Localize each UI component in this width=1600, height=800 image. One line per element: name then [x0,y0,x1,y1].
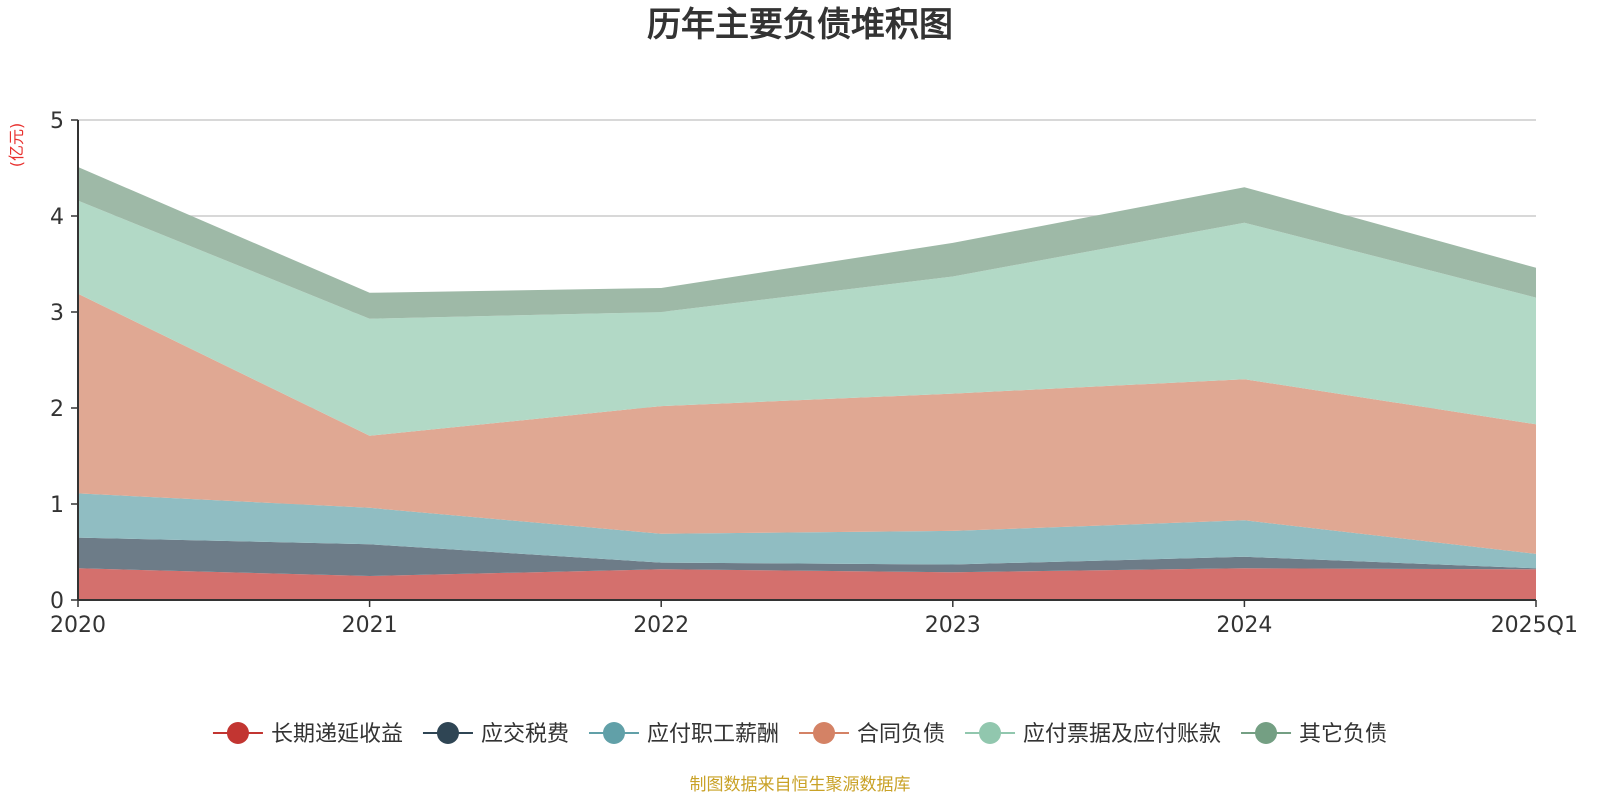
y-tick-label: 4 [50,205,64,230]
legend-label: 应付票据及应付账款 [1023,722,1221,747]
legend-item-3[interactable]: 合同负债 [799,722,945,747]
legend-item-4[interactable]: 应付票据及应付账款 [965,722,1221,747]
x-tick-label: 2024 [1216,613,1272,638]
legend-circle-icon [226,722,249,744]
x-tick-label: 2023 [925,613,981,638]
legend-item-0[interactable]: 长期递延收益 [212,722,403,747]
y-tick-label: 5 [50,109,64,134]
x-tick-label: 2025Q1 [1491,613,1578,638]
legend-label: 应交税费 [481,722,569,747]
legend-circle-icon [436,722,459,744]
legend-circle-icon [813,722,835,744]
y-tick-label: 1 [50,493,64,518]
area-series-4 [78,200,1536,436]
area-series-layer [78,167,1536,600]
area-series-2 [78,493,1536,569]
area-series-5 [78,167,1536,319]
y-tick-label: 3 [50,301,64,326]
x-tick-label: 2022 [633,613,689,638]
area-series-0 [78,568,1536,600]
legend: 长期递延收益 应交税费 应付职工薪酬 合同负债 应付票据及应付账款 其它负债 [212,722,1387,747]
y-tick-label: 2 [50,397,64,422]
area-series-1 [78,537,1536,576]
legend-label: 应付职工薪酬 [647,722,779,747]
y-axis-unit-label: (亿元) [7,123,26,168]
area-series-3 [78,293,1536,554]
chart-title: 历年主要负债堆积图 [647,5,953,45]
data-source-note: 制图数据来自恒生聚源数据库 [690,775,911,795]
x-tick-label: 2021 [342,613,398,638]
legend-item-2[interactable]: 应付职工薪酬 [588,722,779,747]
legend-label: 其它负债 [1299,722,1387,747]
legend-label: 长期递延收益 [271,722,403,747]
legend-item-1[interactable]: 应交税费 [422,722,569,747]
legend-circle-icon [602,722,625,744]
axes: 0 1 2 3 4 5 2020 2021 2022 2023 2024 2025Q1 [50,109,1578,638]
legend-circle-icon [1255,722,1278,744]
legend-label: 合同负债 [857,722,945,747]
legend-circle-icon [979,722,1002,744]
y-tick-label: 0 [50,589,64,614]
x-tick-label: 2020 [50,613,106,638]
legend-item-5[interactable]: 其它负债 [1241,722,1387,747]
